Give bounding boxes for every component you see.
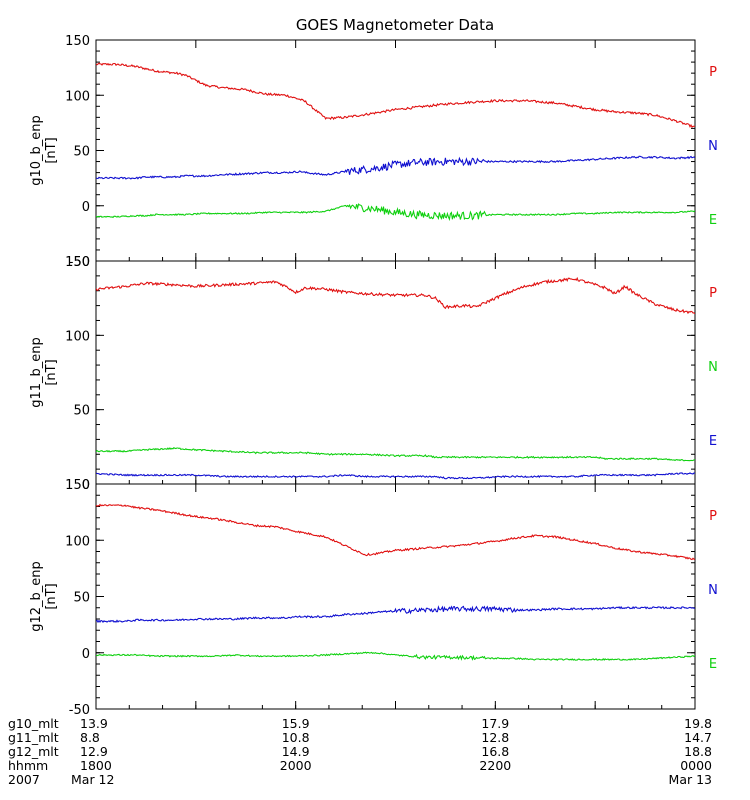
- legend-p: P: [709, 286, 717, 301]
- footer-cell: 19.8: [684, 716, 712, 731]
- panel-1: -50 0 50 100 150 g10_b_enp [nT] P N E: [29, 34, 718, 270]
- series-line-n: [96, 605, 695, 624]
- footer-cell: 17.9: [481, 716, 509, 731]
- footer-cell: 10.8: [282, 730, 310, 745]
- legend-e: E: [709, 657, 717, 672]
- series-line-p: [96, 276, 695, 315]
- series-line-e: [96, 651, 695, 661]
- y-axis-units: [nT]: [44, 583, 59, 609]
- y-axis-label: g12_b_enp: [29, 561, 44, 632]
- footer-cell: 1800: [80, 758, 112, 773]
- footer-row-label: hhmm: [8, 758, 48, 773]
- footer-cell: 15.9: [282, 716, 310, 731]
- footer-cell: 12.8: [481, 730, 509, 745]
- y-tick-label: 100: [65, 329, 90, 344]
- footer-cell: 2000: [280, 758, 312, 773]
- series-line-n: [96, 155, 695, 180]
- y-tick-label: 0: [82, 478, 90, 493]
- legend-n: N: [708, 583, 718, 598]
- legend-n: N: [708, 139, 718, 154]
- footer-cell: 13.9: [80, 716, 108, 731]
- footer-cell: 8.8: [80, 730, 100, 745]
- y-tick-label: 50: [73, 145, 90, 160]
- series-line-p: [96, 503, 695, 561]
- y-tick-label: 150: [65, 34, 90, 49]
- y-tick-label: 100: [65, 534, 90, 549]
- footer-row-label: g10_mlt: [8, 716, 59, 731]
- series-line-n: [96, 446, 695, 462]
- y-axis-label: g10_b_enp: [29, 115, 44, 186]
- panel-3: -50 0 50 100 150 g12_b_enp [nT] P N E: [29, 478, 718, 718]
- footer-cell: 18.8: [684, 744, 712, 759]
- y-tick-label: 0: [82, 647, 90, 662]
- y-tick-label: 150: [65, 478, 90, 493]
- legend-e: E: [709, 213, 717, 228]
- y-tick-label: 100: [65, 89, 90, 104]
- footer-cell: 14.9: [282, 744, 310, 759]
- footer-cell: Mar 13: [669, 772, 712, 787]
- legend-p: P: [709, 65, 717, 80]
- footer-cell: Mar 12: [71, 772, 114, 787]
- y-axis-units: [nT]: [44, 359, 59, 385]
- y-tick-label: 0: [82, 200, 90, 215]
- panel-2: 0 50 100 150 g11_b_enp [nT] P N E: [29, 255, 718, 493]
- footer-cell: 16.8: [481, 744, 509, 759]
- series-line-e: [96, 203, 695, 222]
- footer-row-label: g11_mlt: [8, 730, 59, 745]
- y-tick-label: -50: [69, 255, 90, 270]
- legend-p: P: [709, 509, 717, 524]
- footer-cell: 12.9: [80, 744, 108, 759]
- series-line-e: [96, 472, 695, 480]
- y-axis-units: [nT]: [44, 137, 59, 163]
- y-axis-label: g11_b_enp: [29, 337, 44, 408]
- chart-title: GOES Magnetometer Data: [296, 16, 494, 34]
- legend-n: N: [708, 360, 718, 375]
- footer-cell: 0000: [680, 758, 712, 773]
- y-tick-label: 50: [73, 591, 90, 606]
- y-tick-label: 150: [65, 255, 90, 270]
- footer-cell: 14.7: [684, 730, 712, 745]
- footer-row-label: g12_mlt: [8, 744, 59, 759]
- series-line-p: [96, 62, 695, 128]
- footer-cell: 2200: [479, 758, 511, 773]
- y-tick-label: 50: [73, 404, 90, 419]
- footer-row-label: 2007: [8, 772, 40, 787]
- legend-e: E: [709, 434, 717, 449]
- y-tick-label: -50: [69, 703, 90, 718]
